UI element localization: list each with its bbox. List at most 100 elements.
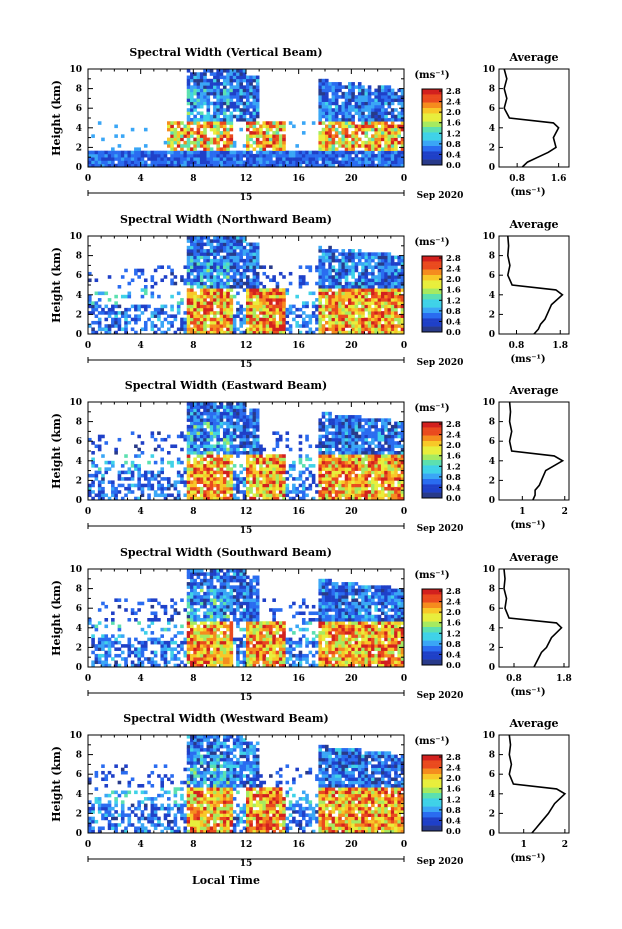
heatmap-cell <box>252 88 257 93</box>
heatmap-cell <box>170 324 174 328</box>
heatmap-cell <box>341 454 346 458</box>
heatmap-cell <box>104 324 109 328</box>
heatmap-cell <box>298 441 303 445</box>
heatmap-cell <box>318 108 323 112</box>
heatmap-cell <box>239 69 244 73</box>
heatmap-cell <box>377 314 382 318</box>
heatmap-cell <box>229 444 234 449</box>
heatmap-cell <box>252 431 257 435</box>
heatmap-cell <box>176 480 181 484</box>
heatmap-cell <box>357 314 362 318</box>
heatmap-cell <box>222 245 227 250</box>
heatmap-cell <box>380 480 385 484</box>
heatmap-cell <box>367 153 372 158</box>
heatmap-cell <box>246 121 250 125</box>
heatmap-cell <box>348 281 352 286</box>
heatmap-cell <box>371 118 375 122</box>
heatmap-cell <box>88 324 92 328</box>
heatmap-cell <box>97 150 102 155</box>
heatmap-cell <box>354 447 359 452</box>
heatmap-cell <box>394 281 398 286</box>
heatmap-cell <box>384 294 388 299</box>
heatmap-cell <box>311 301 316 305</box>
heatmap-cell <box>252 252 257 256</box>
heatmap-cell <box>255 490 260 494</box>
heatmap-cell <box>206 437 211 442</box>
heatmap-cells <box>88 236 405 335</box>
heatmap-cell <box>249 268 253 273</box>
heatmap-cell <box>153 490 158 494</box>
heatmap-cell <box>101 480 105 484</box>
heatmap-cell <box>348 144 352 148</box>
heatmap-cell <box>239 153 244 158</box>
heatmap-cell <box>107 314 112 318</box>
heatmap-cell <box>114 153 118 158</box>
heatmap-cell <box>160 457 165 462</box>
heatmap-cell <box>275 480 280 484</box>
heatmap-cell <box>246 127 250 132</box>
heatmap-cell <box>278 157 283 161</box>
heatmap-cell <box>394 496 398 501</box>
heatmap-cell <box>173 314 178 318</box>
heatmap-cell <box>334 431 339 435</box>
heatmap-cell <box>384 307 388 312</box>
heatmap-cell <box>249 131 253 135</box>
heatmap-cell <box>242 480 247 484</box>
heatmap-cell <box>387 118 392 122</box>
heatmap-cell <box>124 327 128 332</box>
heatmap-cell <box>143 470 148 475</box>
heatmap-cell <box>196 477 201 481</box>
heatmap-cell <box>134 163 138 168</box>
heatmap-cell <box>377 434 382 439</box>
heatmap-cell <box>213 252 217 256</box>
heatmap-cell <box>153 157 158 161</box>
heatmap-cell <box>91 301 95 305</box>
heatmap-cell <box>328 262 332 266</box>
heatmap-cell <box>143 327 148 332</box>
heatmap-cell <box>88 493 92 498</box>
heatmap-cell <box>226 252 230 256</box>
heatmap-cell <box>318 249 323 253</box>
heatmap-cell <box>134 147 138 151</box>
heatmap-cell <box>216 434 220 439</box>
heatmap-cell <box>199 441 204 445</box>
heatmap-cell <box>232 493 237 498</box>
heatmap-cell <box>246 291 250 296</box>
heatmap-cell <box>206 451 211 455</box>
heatmap-cell <box>298 490 303 494</box>
heatmap-cell <box>246 265 250 269</box>
heatmap-cell <box>190 291 194 296</box>
heatmap-cell <box>124 311 128 315</box>
heatmap-cell <box>331 285 336 289</box>
heatmap-cell <box>199 78 204 83</box>
heatmap-cell <box>219 255 224 260</box>
heatmap-cell <box>361 98 365 102</box>
heatmap-cell <box>209 473 214 478</box>
heatmap-cell <box>209 242 214 247</box>
heatmap-cell <box>397 160 402 165</box>
heatmap-cell <box>229 460 234 465</box>
heatmap-cell <box>341 451 346 455</box>
heatmap-cell <box>334 467 339 471</box>
heatmap-cell <box>229 307 234 312</box>
heatmap-cell <box>196 470 201 475</box>
heatmap-cell <box>229 258 234 263</box>
heatmap-cell <box>236 82 240 86</box>
heatmap-cell <box>216 285 220 289</box>
heatmap-cell <box>377 131 382 135</box>
heatmap-cell <box>282 307 286 312</box>
heatmap-cell <box>338 262 342 266</box>
heatmap-cell <box>153 493 158 498</box>
heatmap-cell <box>255 470 260 475</box>
heatmap-cell <box>134 157 138 161</box>
heatmap-cell <box>216 114 220 119</box>
heatmap-cell <box>354 424 359 429</box>
heatmap-cell <box>216 88 220 93</box>
heatmap-cell <box>361 490 365 494</box>
heatmap-cell <box>236 281 240 286</box>
heatmap-cell <box>236 314 240 318</box>
heatmap-cell <box>239 118 244 122</box>
heatmap-cell <box>344 85 349 89</box>
heatmap-cell <box>374 320 378 325</box>
heatmap-cell <box>374 434 378 439</box>
